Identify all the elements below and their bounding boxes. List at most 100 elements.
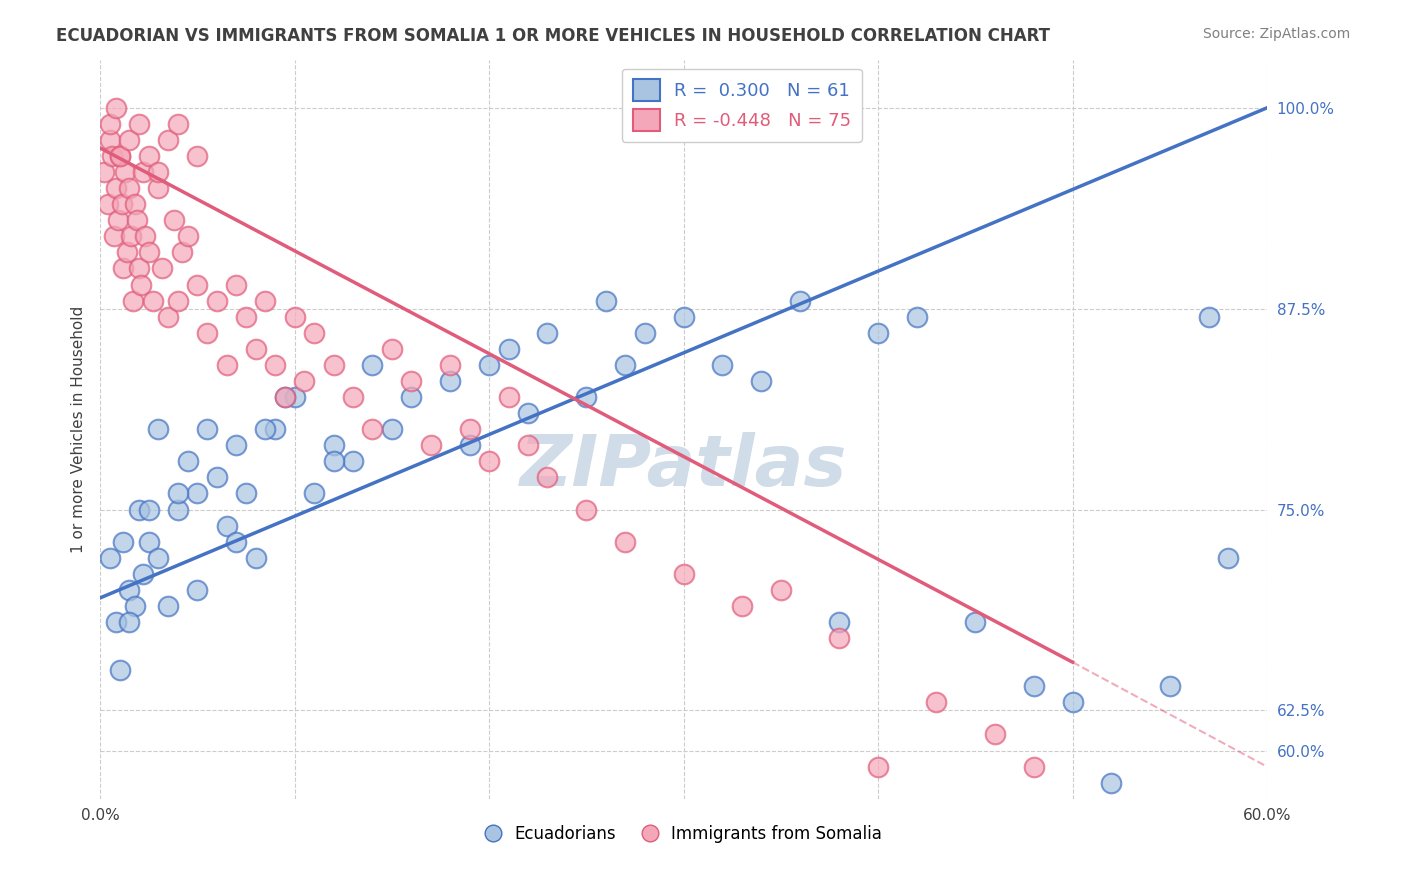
- Point: [1216, 550, 1239, 565]
- Point: [176, 454, 198, 468]
- Point: [292, 374, 315, 388]
- Point: [361, 358, 384, 372]
- Point: [225, 534, 247, 549]
- Point: [118, 181, 141, 195]
- Point: [322, 454, 344, 468]
- Point: [118, 133, 141, 147]
- Point: [274, 390, 297, 404]
- Point: [124, 599, 146, 613]
- Point: [148, 422, 170, 436]
- Text: ZIPatlas: ZIPatlas: [520, 432, 848, 500]
- Point: [498, 342, 520, 356]
- Point: [322, 438, 344, 452]
- Point: [361, 422, 384, 436]
- Text: ECUADORIAN VS IMMIGRANTS FROM SOMALIA 1 OR MORE VEHICLES IN HOUSEHOLD CORRELATIO: ECUADORIAN VS IMMIGRANTS FROM SOMALIA 1 …: [56, 27, 1050, 45]
- Point: [458, 438, 481, 452]
- Point: [186, 486, 208, 500]
- Point: [672, 566, 695, 581]
- Point: [264, 422, 287, 436]
- Point: [101, 149, 124, 163]
- Point: [1022, 759, 1045, 773]
- Point: [478, 358, 501, 372]
- Point: [536, 470, 558, 484]
- Point: [167, 293, 190, 308]
- Point: [401, 374, 423, 388]
- Point: [245, 342, 267, 356]
- Point: [195, 422, 218, 436]
- Point: [167, 486, 190, 500]
- Point: [98, 133, 121, 147]
- Point: [186, 582, 208, 597]
- Point: [148, 181, 170, 195]
- Point: [302, 486, 325, 500]
- Point: [148, 550, 170, 565]
- Point: [125, 213, 148, 227]
- Point: [458, 422, 481, 436]
- Point: [118, 582, 141, 597]
- Point: [498, 390, 520, 404]
- Point: [108, 149, 131, 163]
- Point: [595, 293, 617, 308]
- Point: [98, 117, 121, 131]
- Point: [104, 615, 127, 629]
- Point: [103, 229, 125, 244]
- Point: [868, 759, 890, 773]
- Point: [575, 502, 598, 516]
- Point: [122, 293, 145, 308]
- Point: [124, 197, 146, 211]
- Point: [104, 101, 127, 115]
- Point: [302, 326, 325, 340]
- Point: [104, 181, 127, 195]
- Point: [614, 534, 637, 549]
- Point: [128, 261, 150, 276]
- Point: [1101, 775, 1123, 789]
- Point: [128, 502, 150, 516]
- Point: [108, 149, 131, 163]
- Point: [419, 438, 441, 452]
- Point: [672, 310, 695, 324]
- Point: [167, 502, 190, 516]
- Point: [769, 582, 792, 597]
- Point: [225, 277, 247, 292]
- Point: [108, 663, 131, 677]
- Point: [98, 550, 121, 565]
- Point: [112, 261, 135, 276]
- Point: [167, 117, 190, 131]
- Point: [828, 615, 851, 629]
- Point: [342, 454, 364, 468]
- Point: [225, 438, 247, 452]
- Point: [575, 390, 598, 404]
- Point: [170, 245, 193, 260]
- Point: [157, 310, 180, 324]
- Point: [235, 486, 257, 500]
- Point: [132, 566, 155, 581]
- Point: [274, 390, 297, 404]
- Point: [215, 518, 238, 533]
- Point: [117, 245, 139, 260]
- Point: [142, 293, 165, 308]
- Point: [138, 534, 160, 549]
- Point: [205, 470, 228, 484]
- Point: [120, 229, 142, 244]
- Point: [751, 374, 773, 388]
- Point: [1159, 679, 1181, 693]
- Point: [789, 293, 811, 308]
- Point: [868, 326, 890, 340]
- Point: [517, 438, 540, 452]
- Point: [148, 165, 170, 179]
- Point: [1022, 679, 1045, 693]
- Point: [264, 358, 287, 372]
- Point: [322, 358, 344, 372]
- Point: [215, 358, 238, 372]
- Point: [254, 422, 277, 436]
- Point: [254, 293, 277, 308]
- Point: [342, 390, 364, 404]
- Point: [118, 615, 141, 629]
- Point: [114, 165, 136, 179]
- Point: [984, 727, 1007, 741]
- Text: Source: ZipAtlas.com: Source: ZipAtlas.com: [1202, 27, 1350, 41]
- Point: [1062, 695, 1084, 709]
- Point: [245, 550, 267, 565]
- Point: [128, 117, 150, 131]
- Point: [129, 277, 152, 292]
